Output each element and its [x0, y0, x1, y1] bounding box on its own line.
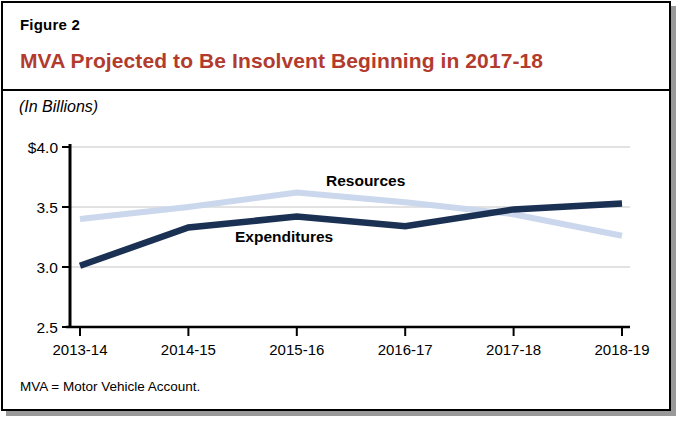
page: Figure 2 MVA Projected to Be Insolvent B…	[0, 0, 682, 423]
figure-footnote: MVA = Motor Vehicle Account.	[20, 379, 200, 394]
x-axis-label: 2016-17	[378, 341, 433, 358]
y-axis-label: 3.0	[36, 259, 58, 276]
x-axis-label: 2018-19	[594, 341, 649, 358]
x-axis-label: 2014-15	[161, 341, 216, 358]
y-axis-label: 3.5	[36, 199, 58, 216]
series-label-expenditures: Expenditures	[235, 228, 333, 245]
chart-svg: 2.5 3.0 3.5 $4.0 2013-14 2014-15 2015-16 2016-1…	[3, 3, 671, 409]
x-axis-label: 2015-16	[269, 341, 324, 358]
x-axis-label: 2013-14	[52, 341, 107, 358]
series-label-resources: Resources	[326, 172, 405, 189]
series-line-resources	[80, 193, 622, 236]
figure-frame: Figure 2 MVA Projected to Be Insolvent B…	[1, 1, 671, 411]
y-axis-label: 2.5	[36, 319, 58, 336]
y-axis-label: $4.0	[28, 139, 59, 156]
x-axis-label: 2017-18	[486, 341, 541, 358]
